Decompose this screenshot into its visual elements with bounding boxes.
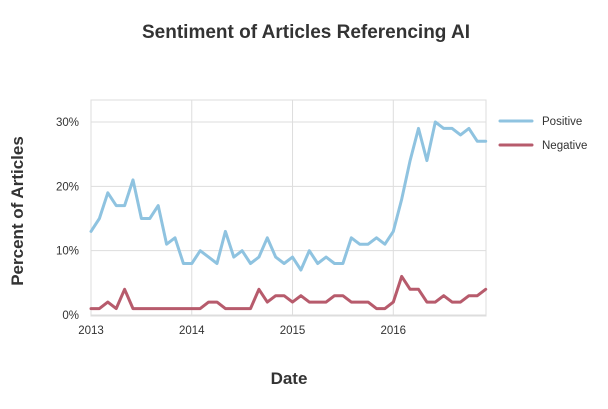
y-tick-label: 20% xyxy=(56,181,79,193)
plot-frame xyxy=(90,99,487,317)
y-axis-label: Percent of Articles xyxy=(8,136,27,286)
series-line-negative xyxy=(89,274,488,311)
tick-layer: 0% 10% 20% 30% 2013 2014 2015 2016 xyxy=(56,117,406,337)
legend: Positive Negative xyxy=(498,116,587,152)
grid-layer xyxy=(90,100,486,316)
series-layer xyxy=(89,120,488,311)
series-line-positive xyxy=(89,120,488,272)
legend-label-positive: Positive xyxy=(542,116,582,128)
x-tick-label: 2016 xyxy=(380,325,406,337)
y-tick-label: 10% xyxy=(56,246,79,258)
x-axis-label: Date xyxy=(271,369,308,388)
y-tick-label: 0% xyxy=(62,310,79,322)
x-tick-label: 2015 xyxy=(280,325,306,337)
x-tick-label: 2014 xyxy=(179,325,205,337)
x-tick-label: 2013 xyxy=(78,325,104,337)
legend-label-negative: Negative xyxy=(542,140,587,152)
y-tick-label: 30% xyxy=(56,117,79,129)
chart-title: Sentiment of Articles Referencing AI xyxy=(142,22,470,43)
